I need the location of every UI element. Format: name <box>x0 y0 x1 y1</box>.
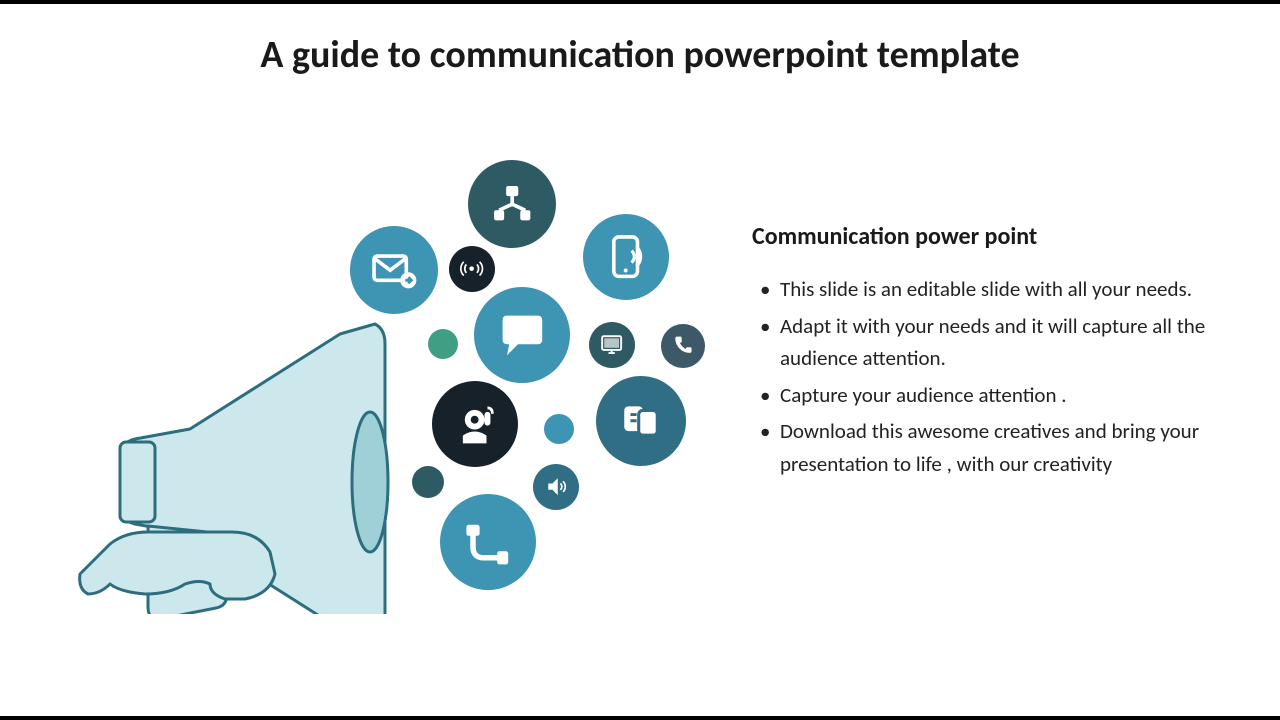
broadcast-icon <box>449 246 495 292</box>
monitor-icon <box>589 322 635 368</box>
bullet-list: This slide is an editable slide with all… <box>752 273 1232 480</box>
phone-icon <box>583 214 669 300</box>
chat-icon <box>474 287 570 383</box>
megaphone-icon <box>70 294 390 614</box>
content-block: Communication power point This slide is … <box>752 222 1232 484</box>
bullet-item: Adapt it with your needs and it will cap… <box>752 310 1232 375</box>
bullet-item: This slide is an editable slide with all… <box>752 273 1232 306</box>
mail-icon <box>350 226 438 314</box>
bullet-item: Capture your audience attention . <box>752 379 1232 412</box>
slide-title: A guide to communication powerpoint temp… <box>0 32 1280 78</box>
content-heading: Communication power point <box>752 222 1232 251</box>
dot1 <box>428 329 458 359</box>
bullet-item: Download this awesome creatives and brin… <box>752 415 1232 480</box>
dot3 <box>412 466 444 498</box>
network-icon <box>468 160 556 248</box>
speaker-icon <box>533 464 579 510</box>
headset-icon <box>432 381 518 467</box>
dot2 <box>544 414 574 444</box>
exchange-icon <box>596 376 686 466</box>
graphic-area <box>70 154 720 674</box>
call-icon <box>661 324 705 368</box>
cable-icon <box>440 494 536 590</box>
